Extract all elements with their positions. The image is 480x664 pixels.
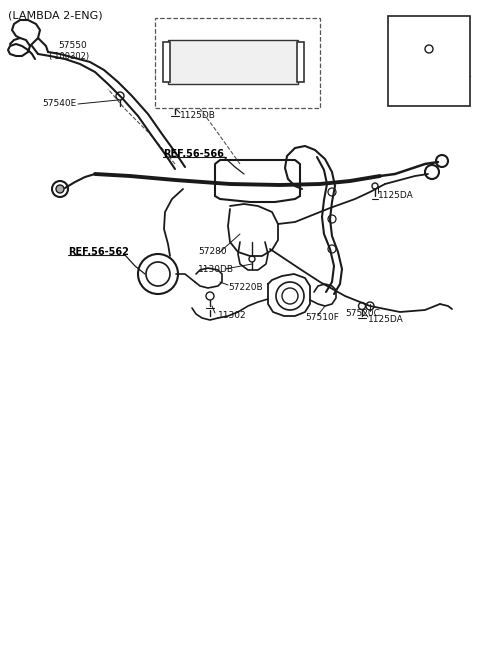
Text: 57220B: 57220B <box>228 284 263 293</box>
Text: 1125DB: 1125DB <box>180 112 216 120</box>
Text: 1125KD: 1125KD <box>393 92 429 100</box>
Text: 57540E: 57540E <box>42 100 76 108</box>
Text: 57520C: 57520C <box>345 309 380 319</box>
Text: 1125DA: 1125DA <box>378 191 414 201</box>
Bar <box>297 42 304 82</box>
Text: (LAMBDA 2-ENG): (LAMBDA 2-ENG) <box>8 11 103 21</box>
Text: 1125DA: 1125DA <box>368 315 404 325</box>
Text: (100302-): (100302-) <box>182 98 223 106</box>
Text: 57550: 57550 <box>192 88 221 96</box>
Bar <box>168 40 298 84</box>
Circle shape <box>56 185 64 193</box>
Text: 1130DB: 1130DB <box>198 264 234 274</box>
Text: 57550: 57550 <box>58 41 87 50</box>
Text: REF.56-562: REF.56-562 <box>68 247 129 257</box>
Text: 11302: 11302 <box>218 311 247 321</box>
Bar <box>163 42 170 82</box>
Text: 57510F: 57510F <box>305 313 339 323</box>
Bar <box>388 16 470 106</box>
Text: REF.56-566: REF.56-566 <box>163 149 224 159</box>
Text: 57280: 57280 <box>198 248 227 256</box>
Bar <box>155 18 320 108</box>
Text: (-100302): (-100302) <box>48 52 89 60</box>
